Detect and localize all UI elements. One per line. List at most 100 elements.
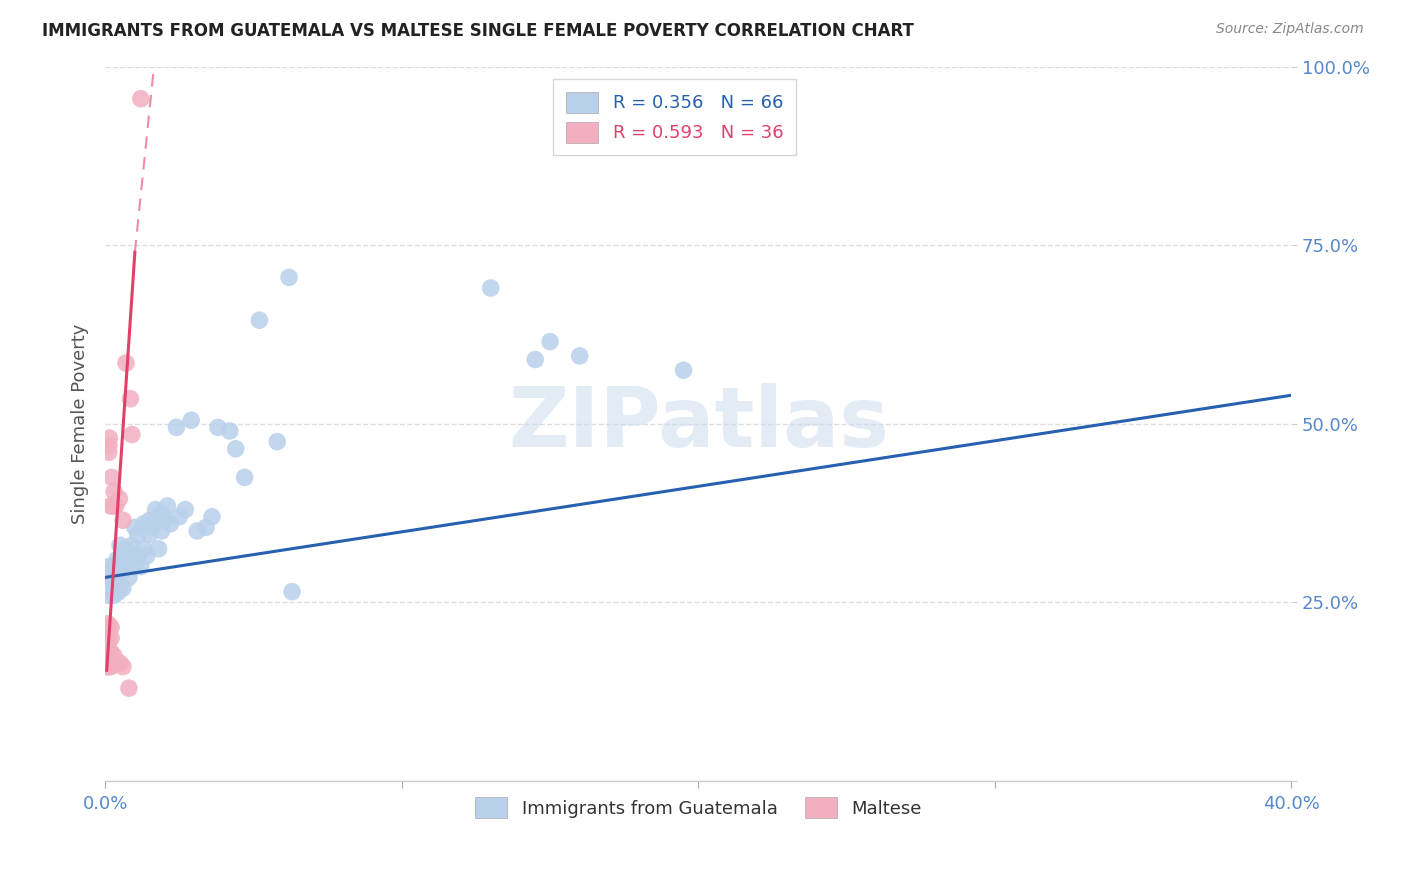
Point (121, 538, 143, 552)
Point (127, 527, 149, 541)
Point (159, 516, 181, 531)
Point (121, 552, 143, 566)
Point (103, 559, 125, 574)
Point (266, 434, 288, 449)
Point (97, 638, 120, 652)
Point (111, 581, 134, 595)
Text: ZIPatlas: ZIPatlas (508, 384, 889, 465)
Point (150, 524, 173, 538)
Point (132, 516, 155, 531)
Point (103, 581, 125, 595)
Point (165, 420, 187, 434)
Point (97, 648, 120, 663)
Point (96, 648, 118, 663)
Point (127, 549, 149, 563)
Point (100, 499, 122, 513)
Point (105, 574, 128, 588)
Point (278, 270, 301, 285)
Point (195, 520, 218, 534)
Point (145, 502, 167, 516)
Text: IMMIGRANTS FROM GUATEMALA VS MALTESE SINGLE FEMALE POVERTY CORRELATION CHART: IMMIGRANTS FROM GUATEMALA VS MALTESE SIN… (42, 22, 914, 40)
Point (97, 588, 120, 602)
Point (153, 513, 176, 527)
Point (201, 509, 224, 524)
Point (100, 470, 122, 484)
Point (105, 563, 128, 577)
Point (111, 563, 134, 577)
Point (103, 484, 125, 499)
Point (97, 559, 120, 574)
Point (118, 545, 141, 559)
Point (568, 349, 591, 363)
Point (97, 620, 120, 634)
Point (538, 334, 561, 349)
Point (100, 566, 122, 581)
Point (174, 502, 197, 516)
Point (115, 559, 138, 574)
Point (207, 420, 229, 434)
Point (129, 92, 152, 106)
Point (118, 681, 141, 695)
Point (180, 413, 202, 427)
Point (94, 659, 117, 673)
Point (103, 588, 125, 602)
Point (98, 563, 121, 577)
Y-axis label: Single Female Poverty: Single Female Poverty (72, 324, 89, 524)
Point (225, 442, 247, 456)
Point (672, 363, 695, 377)
Point (96, 631, 118, 645)
Point (108, 577, 131, 591)
Point (108, 556, 131, 570)
Point (118, 570, 141, 584)
Point (96, 656, 118, 670)
Point (281, 584, 304, 599)
Point (98, 431, 121, 445)
Point (233, 470, 256, 484)
Point (100, 645, 122, 659)
Point (138, 527, 160, 541)
Text: Source: ZipAtlas.com: Source: ZipAtlas.com (1216, 22, 1364, 37)
Point (100, 631, 122, 645)
Point (135, 549, 157, 563)
Point (97, 645, 120, 659)
Point (103, 648, 125, 663)
Point (169, 509, 191, 524)
Point (97, 616, 120, 631)
Point (115, 541, 138, 556)
Point (97, 445, 120, 459)
Point (138, 513, 160, 527)
Point (100, 659, 122, 673)
Point (98, 438, 121, 452)
Point (111, 659, 134, 673)
Point (94, 648, 117, 663)
Point (105, 552, 128, 566)
Point (120, 392, 142, 406)
Point (108, 491, 131, 506)
Point (524, 352, 547, 367)
Point (103, 499, 125, 513)
Point (100, 577, 122, 591)
Point (121, 427, 143, 442)
Point (249, 313, 271, 327)
Point (132, 541, 155, 556)
Point (104, 499, 127, 513)
Point (148, 541, 170, 556)
Point (107, 584, 129, 599)
Legend: Immigrants from Guatemala, Maltese: Immigrants from Guatemala, Maltese (468, 790, 929, 826)
Point (142, 520, 165, 534)
Point (111, 552, 134, 566)
Point (129, 559, 152, 574)
Point (100, 620, 122, 634)
Point (156, 499, 179, 513)
Point (103, 570, 125, 584)
Point (97, 659, 120, 673)
Point (97, 631, 120, 645)
Point (218, 424, 240, 438)
Point (105, 656, 128, 670)
Point (97, 581, 120, 595)
Point (111, 513, 134, 527)
Point (124, 559, 146, 574)
Point (150, 506, 173, 520)
Point (100, 584, 122, 599)
Point (186, 524, 208, 538)
